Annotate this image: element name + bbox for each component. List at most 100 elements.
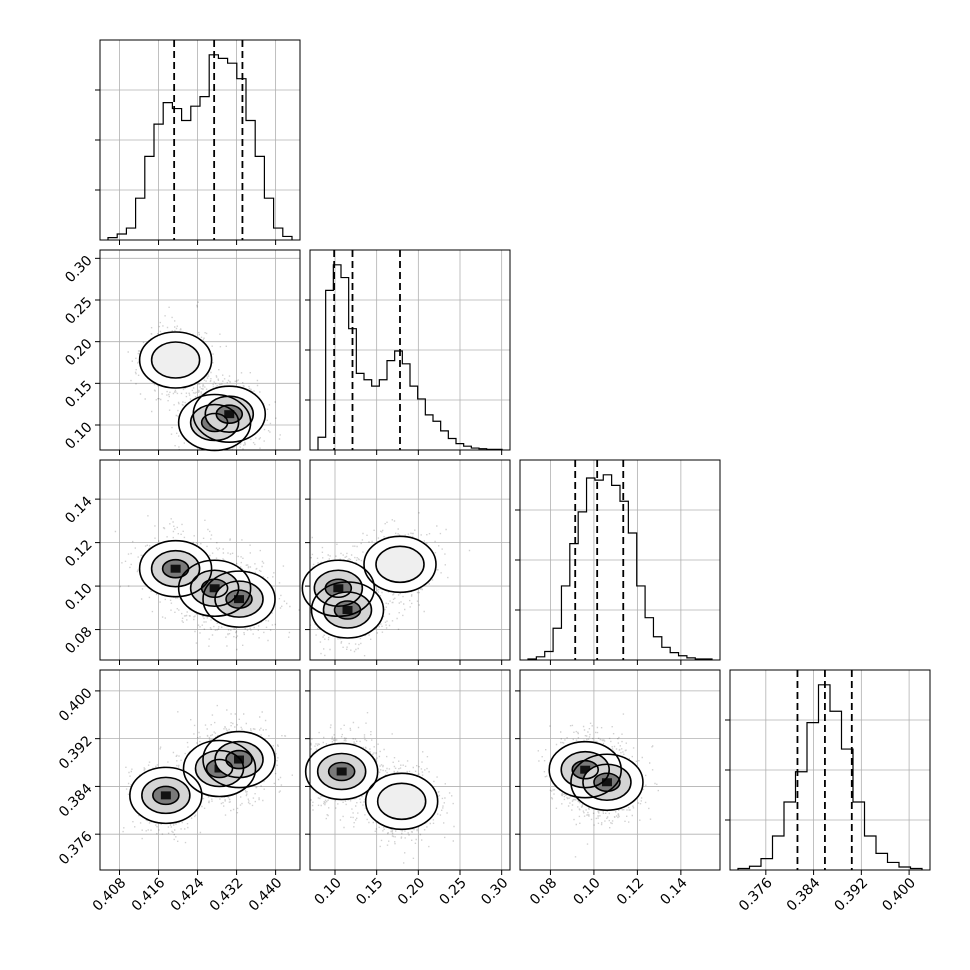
ytick-label-1-3: 0.25 xyxy=(62,294,95,327)
pair-frame-0 xyxy=(99,249,301,451)
contour-mid-2-1 xyxy=(322,591,373,629)
contour-mid-1-1 xyxy=(189,569,240,608)
histogram-param-0 xyxy=(107,54,293,240)
histogram-param-3 xyxy=(737,684,923,870)
contour-outer-1-2 xyxy=(202,570,276,628)
density-mid-0-2 xyxy=(151,342,200,378)
density-5 xyxy=(549,741,643,811)
ytick-label-3-2: 0.392 xyxy=(56,733,96,773)
contour-inner-1-2 xyxy=(225,589,253,609)
density-3 xyxy=(129,731,276,824)
xtick-label-3-2: 0.392 xyxy=(832,875,872,915)
xtick-label-2-1: 0.10 xyxy=(570,875,603,908)
contour-outer-3-1 xyxy=(182,739,257,798)
density-peak-2-0 xyxy=(333,584,344,593)
contour-outer-3-0 xyxy=(129,766,203,825)
density-peak-4-0 xyxy=(336,767,347,776)
contour-mid-0-1 xyxy=(204,395,255,433)
contour-mid-2-0 xyxy=(313,569,364,608)
frames-layer xyxy=(95,39,931,875)
ytick-label-1-4: 0.30 xyxy=(62,253,95,286)
ytick-label-2-0: 0.08 xyxy=(62,624,95,657)
lines-layer xyxy=(107,40,923,870)
contour-outer-0-2 xyxy=(138,331,213,389)
xtick-label-1-4: 0.30 xyxy=(478,875,511,908)
contour-inner-2-1 xyxy=(333,600,362,620)
pair-frame-3 xyxy=(99,669,301,871)
contour-outer-4-1 xyxy=(364,772,439,831)
xtick-label-1-0: 0.10 xyxy=(312,875,345,908)
xtick-label-1-2: 0.20 xyxy=(395,875,428,908)
contour-mid-4-1 xyxy=(376,782,427,821)
xtick-label-1-1: 0.15 xyxy=(353,875,386,908)
density-2 xyxy=(310,536,436,638)
pair-frame-4 xyxy=(309,669,511,871)
density-layer xyxy=(129,332,643,830)
density-peak-0-1 xyxy=(224,410,235,419)
pair-frame-5 xyxy=(519,669,721,871)
contour-outer-3-2 xyxy=(202,730,276,789)
contour-outer-4-0 xyxy=(304,742,379,801)
contour-outer-0-1 xyxy=(192,385,267,443)
contour-inner-3-0 xyxy=(152,785,180,806)
pair-frame-1 xyxy=(99,459,301,661)
contour-mid-1-2 xyxy=(214,580,264,618)
histogram-param-1 xyxy=(317,264,503,450)
xtick-label-0-2: 0.424 xyxy=(168,875,208,915)
contour-mid-3-2 xyxy=(214,740,264,779)
xtick-label-0-3: 0.432 xyxy=(207,875,247,915)
xtick-label-1-3: 0.25 xyxy=(437,875,470,908)
contour-inner-5-1 xyxy=(593,772,621,793)
xtick-label-3-0: 0.376 xyxy=(736,875,776,915)
xtick-label-3-1: 0.384 xyxy=(784,875,824,915)
density-peak-3-2 xyxy=(234,755,245,764)
ytick-label-1-0: 0.10 xyxy=(62,419,95,452)
contour-outer-5-0 xyxy=(548,740,623,799)
ytick-label-2-2: 0.12 xyxy=(62,537,95,570)
ytick-label-3-3: 0.400 xyxy=(56,685,96,725)
ytick-label-1-2: 0.20 xyxy=(62,336,95,369)
contour-mid-5-1 xyxy=(582,763,632,802)
density-peak-1-1 xyxy=(209,584,220,593)
density-peak-5-0 xyxy=(580,765,591,774)
contour-inner-4-0 xyxy=(327,761,356,782)
contour-mid-1-0 xyxy=(150,549,201,588)
contour-mid-2-2 xyxy=(375,545,425,584)
density-peak-2-1 xyxy=(342,606,353,614)
density-peak-1-2 xyxy=(234,595,245,604)
density-peak-1-0 xyxy=(170,564,181,573)
density-4 xyxy=(310,743,438,830)
contour-inner-3-2 xyxy=(225,749,253,770)
contour-mid-5-0 xyxy=(560,750,611,789)
xtick-label-2-3: 0.14 xyxy=(657,875,690,908)
grid-layer xyxy=(100,40,930,870)
histogram-param-2 xyxy=(527,474,713,660)
density-mid-2-2 xyxy=(376,546,424,583)
contour-outer-5-1 xyxy=(570,753,644,812)
ytick-label-1-1: 0.15 xyxy=(62,378,95,411)
xtick-label-0-4: 0.440 xyxy=(246,875,286,915)
density-peak-3-0 xyxy=(160,791,171,800)
contour-mid-4-0 xyxy=(316,752,367,791)
xtick-label-2-0: 0.08 xyxy=(527,875,560,908)
contour-inner-0-1 xyxy=(215,404,244,424)
contour-mid-3-0 xyxy=(141,776,191,815)
ytick-label-3-0: 0.376 xyxy=(56,828,96,868)
contour-outer-2-2 xyxy=(363,535,437,594)
xtick-label-3-3: 0.400 xyxy=(879,875,919,915)
xtick-label-2-2: 0.12 xyxy=(614,875,647,908)
contour-inner-3-1 xyxy=(205,758,234,779)
contour-outer-2-1 xyxy=(310,581,385,639)
contour-mid-0-2 xyxy=(150,341,201,379)
ytick-label-2-3: 0.14 xyxy=(62,493,95,526)
density-mid-4-1 xyxy=(377,783,426,820)
pair-frame-2 xyxy=(309,459,511,661)
xtick-label-0-0: 0.408 xyxy=(90,875,130,915)
ytick-label-2-1: 0.10 xyxy=(62,580,95,613)
density-peak-5-1 xyxy=(601,778,612,787)
xtick-label-0-1: 0.416 xyxy=(129,875,169,915)
contour-outer-1-1 xyxy=(177,559,252,618)
density-1 xyxy=(139,540,276,628)
contour-outer-1-0 xyxy=(138,539,213,598)
